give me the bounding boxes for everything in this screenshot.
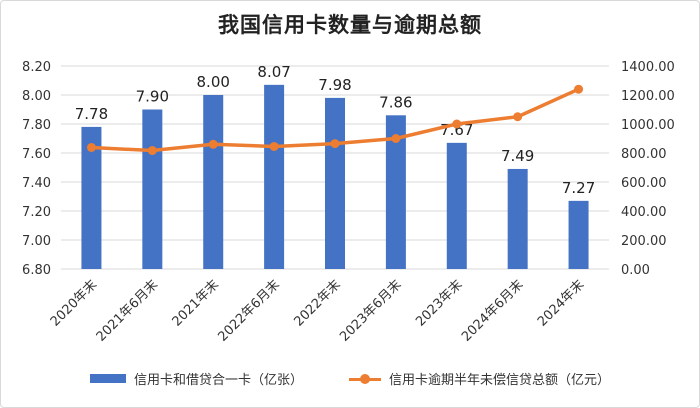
bar bbox=[568, 200, 589, 269]
legend: 信用卡和借贷合一卡（亿张） 信用卡逾期半年未偿信贷总额（亿元） bbox=[1, 369, 699, 388]
line-point bbox=[452, 119, 462, 129]
y-tick-right: 800.00 bbox=[621, 147, 667, 162]
line-point bbox=[147, 146, 157, 156]
y-tick-right: 200.00 bbox=[621, 234, 667, 249]
y-tick-left: 6.80 bbox=[22, 263, 51, 278]
data-label: 7.27 bbox=[562, 179, 595, 197]
y-tick-left: 7.60 bbox=[22, 147, 51, 162]
x-tick-label: 2022年6月末 bbox=[216, 277, 283, 344]
data-label: 8.07 bbox=[257, 63, 290, 81]
y-tick-left: 7.00 bbox=[22, 234, 51, 249]
y-tick-right: 400.00 bbox=[621, 205, 667, 220]
x-tick-label: 2021年末 bbox=[170, 277, 222, 329]
bar bbox=[203, 95, 224, 269]
line-point bbox=[330, 139, 340, 149]
y-tick-left: 7.20 bbox=[22, 205, 51, 220]
bar bbox=[507, 168, 528, 269]
y-tick-right: 0.00 bbox=[621, 263, 650, 278]
legend-item-cards: 信用卡和借贷合一卡（亿张） bbox=[89, 369, 303, 388]
chart-title: 我国信用卡数量与逾期总额 bbox=[218, 13, 482, 37]
legend-item-overdue: 信用卡逾期半年未偿信贷总额（亿元） bbox=[349, 369, 610, 388]
y-tick-left: 7.40 bbox=[22, 176, 51, 191]
bar bbox=[325, 97, 345, 270]
x-tick-label: 2024年末 bbox=[535, 277, 587, 329]
x-tick-label: 2020年末 bbox=[48, 277, 100, 329]
y-tick-right: 600.00 bbox=[621, 176, 667, 191]
line-point bbox=[269, 141, 279, 151]
x-tick-label: 2023年末 bbox=[413, 277, 465, 329]
data-label: 7.78 bbox=[75, 105, 108, 123]
y-tick-left: 7.80 bbox=[22, 118, 51, 133]
line-point bbox=[208, 139, 218, 149]
bar bbox=[81, 126, 102, 270]
bar bbox=[142, 109, 163, 269]
x-tick-label: 2022年末 bbox=[291, 277, 343, 329]
line-point bbox=[513, 112, 523, 122]
legend-label-cards: 信用卡和借贷合一卡（亿张） bbox=[133, 373, 303, 388]
legend-label-overdue: 信用卡逾期半年未偿信贷总额（亿元） bbox=[389, 373, 611, 388]
data-label: 8.00 bbox=[197, 73, 230, 91]
y-tick-left: 8.20 bbox=[22, 60, 51, 75]
y-tick-left: 8.00 bbox=[22, 89, 51, 104]
line-point bbox=[574, 84, 584, 94]
legend-swatch-bar bbox=[89, 374, 126, 383]
bar bbox=[446, 142, 467, 269]
line-point bbox=[391, 134, 401, 143]
line-point bbox=[86, 142, 96, 152]
y-tick-right: 1200.00 bbox=[621, 89, 675, 104]
x-tick-label: 2023年6月末 bbox=[337, 277, 404, 344]
data-label: 7.49 bbox=[501, 147, 534, 165]
legend-swatch-line bbox=[349, 373, 381, 385]
x-tick-label: 2021年6月末 bbox=[94, 277, 161, 344]
bar bbox=[264, 84, 285, 269]
bar bbox=[385, 115, 406, 269]
x-tick-label: 2024年6月末 bbox=[459, 277, 526, 344]
y-tick-right: 1400.00 bbox=[621, 60, 675, 75]
data-label: 7.86 bbox=[379, 93, 412, 111]
data-label: 7.98 bbox=[318, 76, 351, 94]
y-tick-right: 1000.00 bbox=[621, 118, 675, 133]
data-label: 7.90 bbox=[136, 88, 169, 106]
